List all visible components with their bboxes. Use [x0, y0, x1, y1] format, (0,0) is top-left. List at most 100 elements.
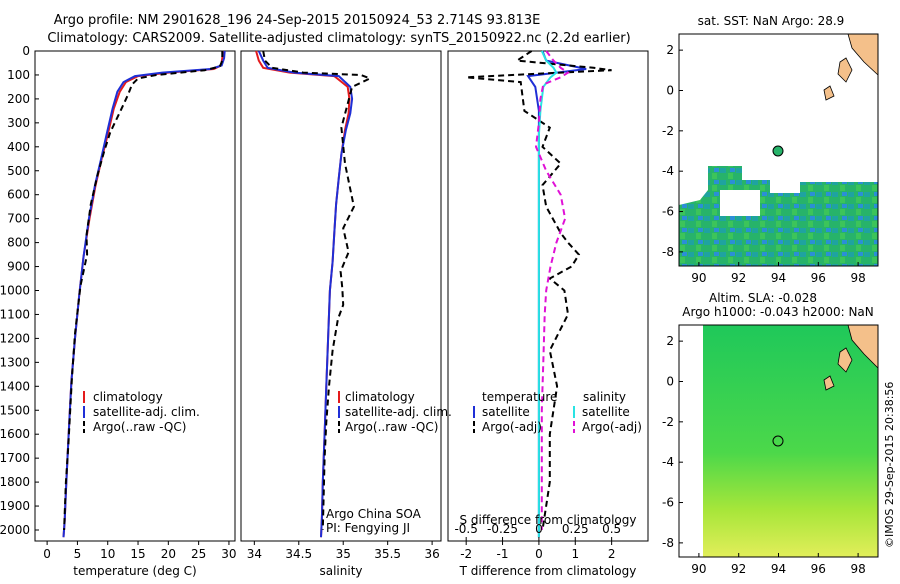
- x-tick-label: 5: [74, 547, 82, 561]
- x-tick-label: 2: [608, 547, 616, 561]
- map-x-tick-label: 92: [731, 271, 746, 285]
- temp-x-ticks: 0 5 10 15 20 25 30: [43, 541, 237, 561]
- series-line-argo: [63, 51, 224, 531]
- x-tick-label: 10: [100, 547, 115, 561]
- legend-clim-label: climatology: [93, 390, 163, 404]
- diff-argo2-label: Argo(-adj): [582, 420, 642, 434]
- map-y-tick-label: 2: [666, 43, 674, 57]
- x-tick-label: 34: [247, 547, 262, 561]
- depth-tick-label: 2000: [0, 523, 30, 537]
- x-tick-label: -0.25: [487, 522, 518, 536]
- institution-label: Argo China SOA: [326, 507, 422, 521]
- temp-lines: [62, 50, 226, 538]
- map-x-tick-label: 90: [691, 271, 706, 285]
- series-line-satellite-adj: [257, 50, 354, 538]
- map-x-tick-label: 98: [850, 562, 865, 576]
- map-y-tick-label: 0: [666, 83, 674, 97]
- sst-x-ticks: 90 92 94 96 98: [691, 262, 866, 285]
- depth-tick-label: 0: [22, 44, 30, 58]
- sla-y-ticks: 2 0 -2 -4 -6 -8: [662, 334, 683, 550]
- sal-xlabel: salinity: [319, 564, 362, 578]
- map-y-tick-label: 0: [666, 374, 674, 388]
- sst-map: [678, 33, 879, 267]
- sla-map: [678, 324, 879, 558]
- x-tick-label: 0: [535, 522, 543, 536]
- depth-tick-label: 1300: [0, 355, 30, 369]
- x-tick-label: 0.5: [602, 522, 621, 536]
- x-tick-label: -1: [497, 547, 509, 561]
- map-x-tick-label: 90: [691, 562, 706, 576]
- map-x-tick-label: 94: [771, 562, 786, 576]
- diff-temp-header: temperature: [482, 390, 557, 404]
- diff-sal-header: salinity: [583, 390, 626, 404]
- x-tick-label: 36: [424, 547, 439, 561]
- temp-xlabel: temperature (deg C): [73, 564, 196, 578]
- x-tick-label: 0: [43, 547, 51, 561]
- sal-x-ticks: 34 34.5 35 35.5 36: [247, 541, 440, 561]
- map-y-tick-label: -8: [662, 245, 674, 259]
- diff-s-ticks: -0.5 -0.25 0 0.25 0.5: [454, 522, 621, 541]
- header-line2: Climatology: CARS2009. Satellite-adjuste…: [47, 31, 630, 46]
- series-line-temp-satellite: [526, 50, 587, 538]
- diff-sat2-label: satellite: [582, 405, 630, 419]
- map-y-tick-label: -4: [662, 455, 674, 469]
- depth-tick-label: 1900: [0, 499, 30, 513]
- depth-tick-label: 100: [7, 68, 30, 82]
- diff-sat-label: satellite: [482, 405, 530, 419]
- series-line-sal-argo: [534, 50, 570, 530]
- diff-argo-label: Argo(-adj): [482, 420, 542, 434]
- sal-panel-frame: [240, 50, 442, 542]
- map-x-tick-label: 92: [731, 562, 746, 576]
- map-x-tick-label: 96: [811, 271, 826, 285]
- x-tick-label: 30: [221, 547, 236, 561]
- series-line-climatology: [255, 50, 351, 538]
- map-y-tick-label: -4: [662, 164, 674, 178]
- x-tick-label: 35.5: [374, 547, 401, 561]
- depth-tick-label: 1600: [0, 427, 30, 441]
- map-y-tick-label: -6: [662, 205, 674, 219]
- depth-tick-label: 1700: [0, 451, 30, 465]
- x-tick-label: 35: [336, 547, 351, 561]
- map-y-tick-label: -2: [662, 124, 674, 138]
- x-tick-label: 15: [130, 547, 145, 561]
- sst-y-ticks: 2 0 -2 -4 -6 -8: [662, 43, 683, 259]
- legend-argo-label: Argo(..raw -QC): [93, 420, 186, 434]
- depth-tick-label: 1200: [0, 331, 30, 345]
- map-x-tick-label: 98: [850, 271, 865, 285]
- series-line-argo: [262, 50, 373, 531]
- diff-lines: [466, 50, 612, 538]
- sla-title-1: Altim. SLA: -0.028: [709, 291, 817, 305]
- sst-gap: [720, 190, 760, 216]
- depth-tick-label: 1500: [0, 403, 30, 417]
- header-line1: Argo profile: NM 2901628_196 24-Sep-2015…: [54, 13, 541, 28]
- series-line-sal-satellite: [537, 50, 558, 538]
- sst-title: sat. SST: NaN Argo: 28.9: [698, 14, 845, 28]
- x-tick-label: 20: [161, 547, 176, 561]
- pi-label: PI: Fengying JI: [326, 521, 410, 535]
- sal-lines: [255, 50, 373, 538]
- map-x-tick-label: 94: [771, 271, 786, 285]
- timestamp-stamp: ©IMOS 29-Sep-2015 20:38:56: [883, 382, 896, 548]
- x-tick-label: -0.5: [454, 522, 477, 536]
- depth-axis-ticks: 0 100 200 300 400 500 600 700 800 900 1000 1100 1200…: [0, 44, 39, 537]
- depth-tick-label: 1800: [0, 475, 30, 489]
- diff-panel-frame: [447, 50, 649, 542]
- map-x-tick-label: 96: [811, 562, 826, 576]
- series-line-temp-argo: [466, 50, 612, 531]
- x-tick-label: -2: [460, 547, 472, 561]
- x-tick-label: 0.25: [562, 522, 589, 536]
- legend-sat-label: satellite-adj. clim.: [93, 405, 200, 419]
- x-tick-label: 34.5: [285, 547, 312, 561]
- depth-tick-label: 1000: [0, 284, 30, 298]
- legend-clim-label-2: climatology: [345, 390, 415, 404]
- diff-s-xlabel: S difference from climatology: [460, 513, 637, 527]
- legend-argo-label-2: Argo(..raw -QC): [345, 420, 438, 434]
- depth-tick-label: 1100: [0, 307, 30, 321]
- depth-tick-label: 900: [7, 260, 30, 274]
- sla-title-2: Argo h1000: -0.043 h2000: NaN: [682, 305, 874, 319]
- series-line-satellite-adj: [62, 50, 226, 538]
- legend-sat-label-2: satellite-adj. clim.: [345, 405, 452, 419]
- sla-float-marker: [772, 435, 784, 447]
- sla-x-ticks: 90 92 94 96 98: [691, 553, 866, 576]
